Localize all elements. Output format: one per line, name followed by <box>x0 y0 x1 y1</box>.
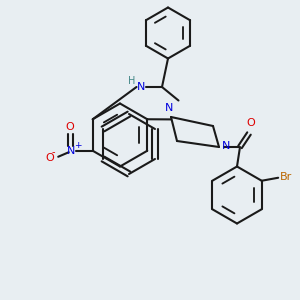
Text: H: H <box>128 76 136 85</box>
Text: N: N <box>221 140 230 151</box>
Text: O: O <box>246 118 255 128</box>
Text: N: N <box>67 146 75 156</box>
Text: +: + <box>75 141 82 150</box>
Text: -: - <box>52 147 56 157</box>
Text: N: N <box>137 82 145 92</box>
Text: Br: Br <box>280 172 292 182</box>
Text: N: N <box>165 103 174 113</box>
Text: O: O <box>45 153 54 163</box>
Text: O: O <box>66 122 75 132</box>
